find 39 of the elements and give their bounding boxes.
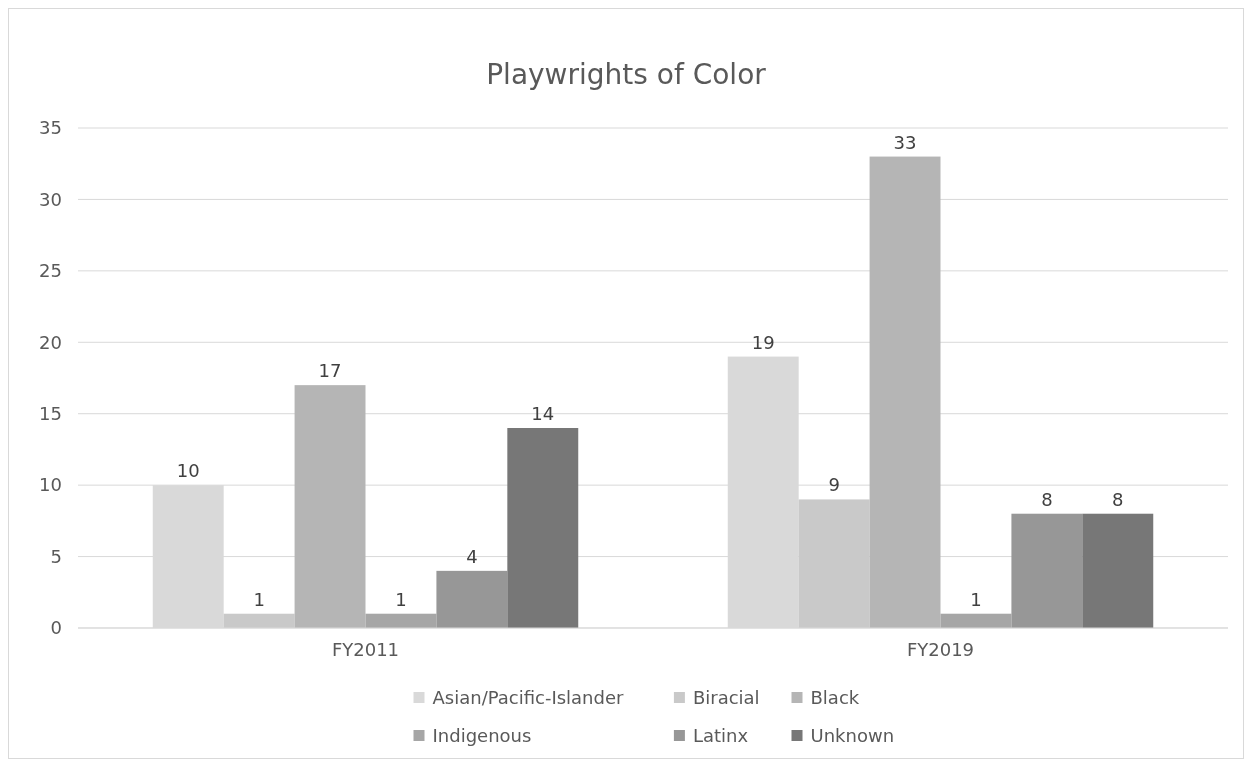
- data-label: 10: [176, 460, 200, 482]
- bar: [436, 570, 508, 628]
- y-tick-label: 20: [39, 331, 62, 353]
- x-tick-label: FY2011: [331, 639, 400, 660]
- bar: [1082, 513, 1154, 628]
- data-label: 19: [751, 331, 775, 353]
- legend-label: Indigenous: [432, 725, 532, 747]
- x-tick-label: FY2019: [906, 639, 975, 660]
- bar: [223, 613, 295, 628]
- data-label: 8: [1112, 488, 1124, 510]
- legend-label: Unknown: [810, 725, 895, 747]
- legend-label: Asian/Pacific-Islander: [432, 687, 625, 709]
- bar: [507, 428, 579, 628]
- y-tick-label: 0: [50, 617, 62, 639]
- data-label: 9: [828, 474, 840, 496]
- y-tick-label: 10: [39, 474, 62, 496]
- data-label: 8: [1041, 488, 1053, 510]
- y-tick-label: 25: [39, 260, 62, 282]
- bar: [940, 613, 1012, 628]
- chart-title: Playwrights of Color: [486, 58, 767, 91]
- bar: [869, 156, 941, 628]
- data-label: 1: [395, 588, 407, 610]
- y-tick-label: 30: [39, 188, 62, 210]
- data-label: 4: [466, 545, 478, 567]
- y-tick-label: 35: [39, 117, 62, 139]
- bar: [1011, 513, 1083, 628]
- bar: [365, 613, 437, 628]
- data-label: 1: [970, 588, 982, 610]
- y-tick-label: 5: [50, 545, 62, 567]
- legend-label: Black: [810, 687, 860, 709]
- data-label: 33: [893, 131, 917, 153]
- legend-label: Biracial: [692, 687, 760, 709]
- legend-label: Latinx: [692, 725, 749, 747]
- data-label: 1: [253, 588, 265, 610]
- bar: [294, 385, 366, 628]
- bar: [798, 499, 870, 628]
- data-label: 14: [531, 403, 555, 424]
- y-tick-label: 15: [39, 403, 62, 425]
- data-label: 17: [318, 360, 342, 382]
